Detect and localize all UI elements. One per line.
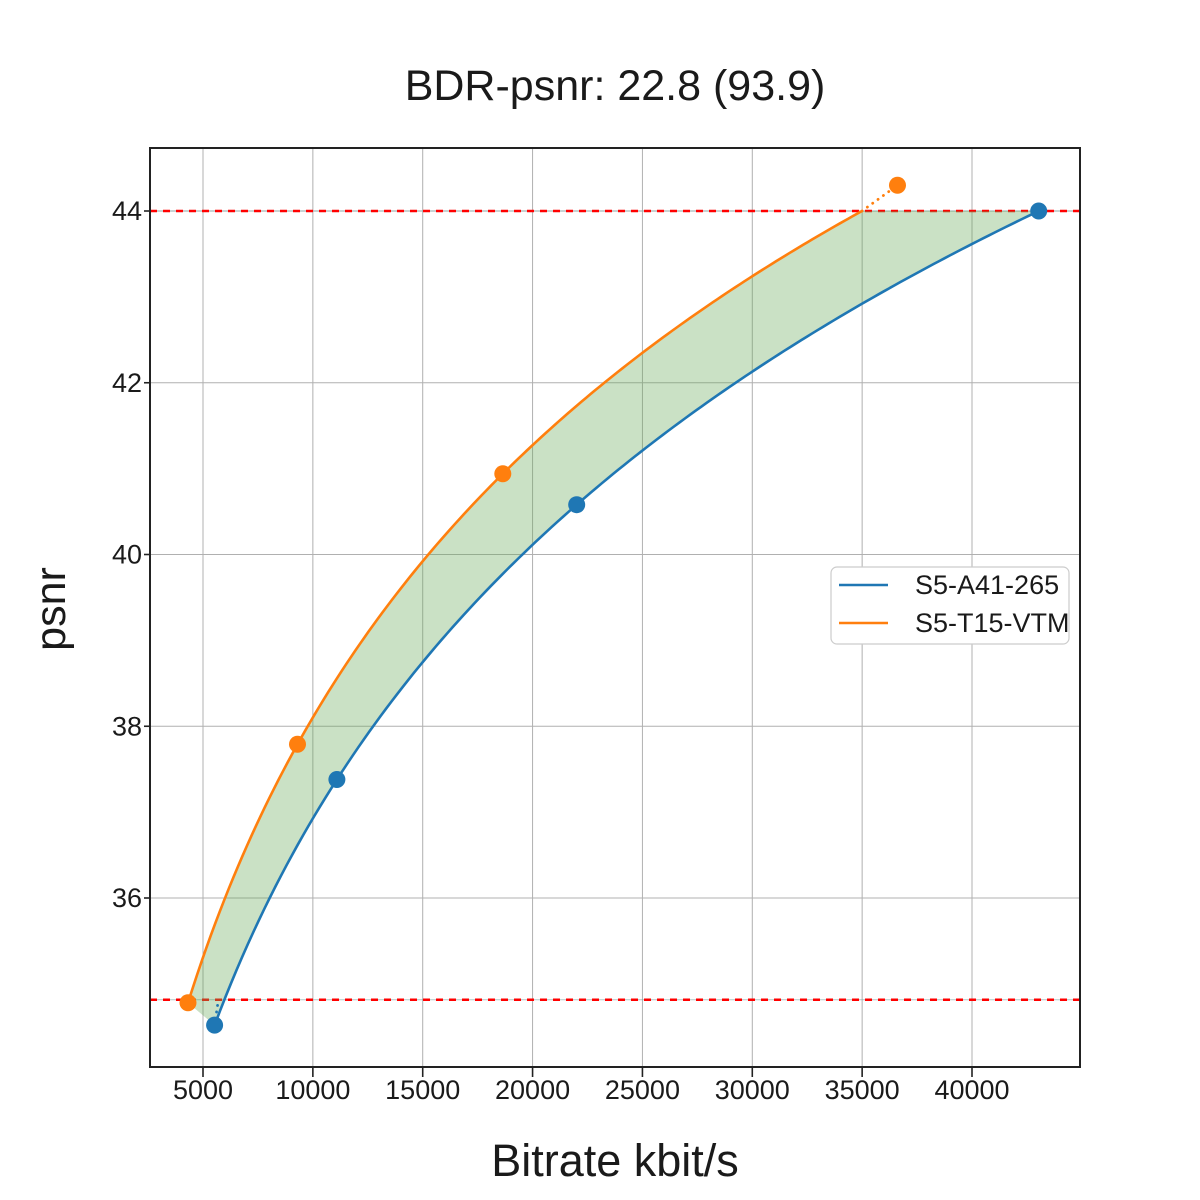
svg-text:40000: 40000 (934, 1075, 1009, 1105)
svg-text:Bitrate kbit/s: Bitrate kbit/s (491, 1135, 739, 1186)
svg-text:5000: 5000 (173, 1075, 233, 1105)
svg-text:psnr: psnr (27, 567, 75, 651)
svg-text:25000: 25000 (605, 1075, 680, 1105)
svg-text:42: 42 (112, 368, 142, 398)
svg-text:35000: 35000 (825, 1075, 900, 1105)
svg-text:40: 40 (112, 540, 142, 570)
svg-text:S5-A41-265: S5-A41-265 (915, 570, 1059, 600)
svg-text:44: 44 (112, 196, 142, 226)
svg-text:15000: 15000 (385, 1075, 460, 1105)
svg-text:38: 38 (112, 711, 142, 741)
svg-text:20000: 20000 (495, 1075, 570, 1105)
svg-text:10000: 10000 (275, 1075, 350, 1105)
svg-text:30000: 30000 (715, 1075, 790, 1105)
svg-text:36: 36 (112, 883, 142, 913)
svg-text:S5-T15-VTM: S5-T15-VTM (915, 608, 1070, 638)
